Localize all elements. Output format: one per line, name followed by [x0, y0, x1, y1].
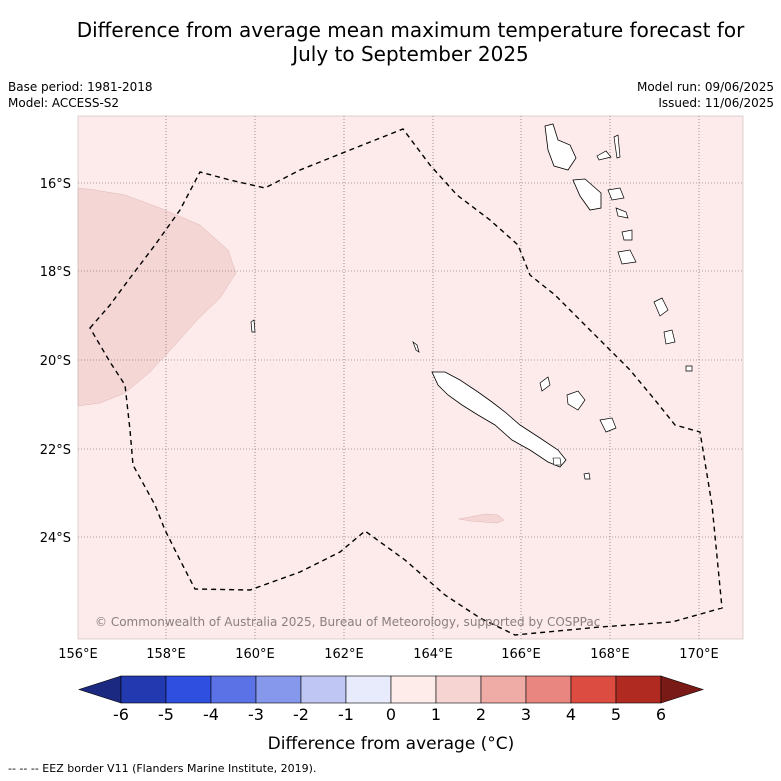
title-line-1: Difference from average mean maximum tem…: [76, 18, 745, 42]
colorbar-tick-label: 2: [476, 705, 486, 724]
lat-label-22: 22°S: [40, 443, 71, 458]
vanuatu-epi: [615, 207, 629, 219]
colorbar-tick-label: -3: [248, 705, 264, 724]
title-line-2: July to September 2025: [292, 42, 529, 66]
lon-label-156: 156°E: [58, 647, 98, 662]
colorbar-title: Difference from average (°C): [268, 734, 515, 754]
colorbar-bin: [165, 675, 212, 704]
colorbar-bin: [525, 675, 572, 704]
matthew-island: [685, 365, 693, 372]
model-name: Model: ACCESS-S2: [8, 96, 120, 110]
meta-right: Model run: 09/06/2025 Issued: 11/06/2025: [637, 79, 774, 111]
colorbar-bin: [435, 675, 482, 704]
lon-label-168: 168°E: [590, 647, 630, 662]
map-title: Difference from average mean maximum tem…: [40, 18, 781, 66]
eez-legend-footer: -- -- -- EEZ border V11 (Flanders Marine…: [8, 762, 317, 775]
lon-label-160: 160°E: [235, 647, 275, 662]
plot-border: [77, 115, 744, 640]
walpole-island: [583, 472, 591, 480]
lat-labels: 16°S 18°S 20°S 22°S 24°S: [40, 177, 71, 546]
colorbar-bin: [300, 675, 347, 704]
loyalty-island-ouvea: [539, 376, 551, 392]
copyright-text: © Commonwealth of Australia 2025, Bureau…: [95, 615, 600, 629]
lon-label-164: 164°E: [413, 647, 453, 662]
colorbar-labels: -6 -5 -4 -3 -2 -1 0 1 2 3 4 5 6: [113, 705, 666, 724]
colorbar-tick-label: -1: [338, 705, 354, 724]
lon-label-166: 166°E: [501, 647, 541, 662]
colorbar: [78, 675, 704, 704]
eez-border: [89, 128, 723, 636]
colorbar-tick-label: 5: [611, 705, 621, 724]
isle-of-pines: [552, 457, 562, 466]
small-anomaly-patch: [458, 513, 505, 524]
warm-anomaly-region: [77, 187, 237, 407]
vanuatu-efate: [621, 229, 633, 241]
lat-label-18: 18°S: [40, 265, 71, 280]
colorbar-tick-label: -2: [293, 705, 309, 724]
colorbar-tick-label: 6: [656, 705, 666, 724]
vanuatu-tanna: [653, 297, 669, 317]
lon-label-162: 162°E: [324, 647, 364, 662]
vanuatu-ambae: [596, 150, 612, 161]
colorbar-bin: [480, 675, 527, 704]
gridlines: [78, 116, 743, 639]
plot-background: [78, 116, 743, 639]
vanuatu-aneityum: [663, 329, 676, 345]
lat-label-20: 20°S: [40, 354, 71, 369]
colorbar-bin: [120, 675, 167, 704]
issued-date: Issued: 11/06/2025: [658, 96, 774, 110]
colorbar-bin: [390, 675, 437, 704]
colorbar-tick-label: -5: [158, 705, 174, 724]
loyalty-island-mare: [599, 417, 617, 433]
new-caledonia-main-island: [431, 371, 567, 468]
lat-label-24: 24°S: [40, 531, 71, 546]
belep-islands: [412, 341, 420, 353]
base-period: Base period: 1981-2018: [8, 80, 153, 94]
vanuatu-erromango: [617, 249, 637, 265]
colorbar-tick-label: 4: [566, 705, 576, 724]
colorbar-tick-label: -4: [203, 705, 219, 724]
colorbar-bin: [345, 675, 392, 704]
colorbar-tick-label: 0: [386, 705, 396, 724]
model-run: Model run: 09/06/2025: [636, 80, 774, 94]
lon-labels: 156°E 158°E 160°E 162°E 164°E 166°E 168°…: [58, 647, 719, 662]
vanuatu-espiritu-santo: [544, 123, 577, 171]
loyalty-island-lifou: [566, 390, 586, 411]
colorbar-tick-label: 3: [521, 705, 531, 724]
vanuatu-malekula: [572, 178, 602, 211]
colorbar-extend-high: [660, 675, 704, 704]
colorbar-tick-label: -6: [113, 705, 129, 724]
lon-label-170: 170°E: [679, 647, 719, 662]
vanuatu-ambrym: [607, 187, 625, 201]
colorbar-bin: [210, 675, 257, 704]
lat-label-16: 16°S: [40, 177, 71, 192]
colorbar-tick-label: 1: [431, 705, 441, 724]
colorbar-bin: [570, 675, 617, 704]
meta-left: Base period: 1981-2018 Model: ACCESS-S2: [8, 79, 153, 111]
lon-label-158: 158°E: [146, 647, 186, 662]
colorbar-bin: [615, 675, 662, 704]
colorbar-extend-low: [78, 675, 122, 704]
chesterfield-reef: [250, 319, 256, 333]
vanuatu-maewo-pentecost: [613, 134, 621, 159]
colorbar-bin: [255, 675, 302, 704]
